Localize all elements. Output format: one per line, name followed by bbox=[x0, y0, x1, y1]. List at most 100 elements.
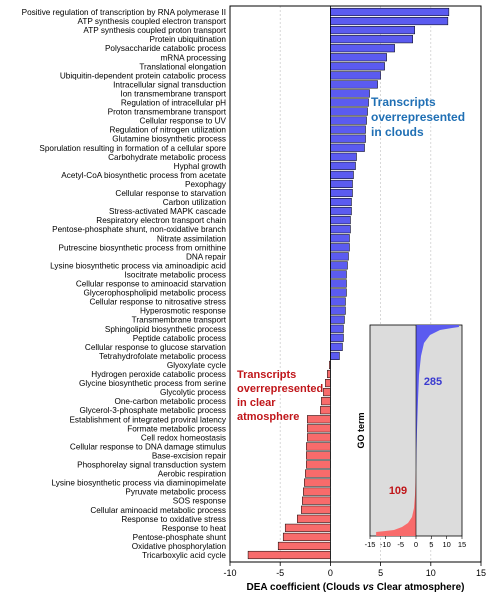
x-axis: -10 -5 0 5 10 15 DEA coefficient (Clouds vs Cl… bbox=[223, 5, 486, 593]
category-label-10: Regulation of intracellular pH bbox=[121, 99, 226, 108]
bar-51 bbox=[305, 469, 331, 478]
inset-tick-label-0: -15 bbox=[365, 540, 376, 549]
x-axis-title-part-0: DEA coefficient (Clouds bbox=[246, 582, 362, 593]
category-label-57: Response to heat bbox=[162, 524, 227, 533]
category-label-44: Glycerol-3-phosphate metabolic process bbox=[79, 406, 226, 415]
category-label-15: Sporulation resulting in formation of a … bbox=[39, 144, 226, 153]
bar-4 bbox=[330, 44, 395, 53]
annotation-clear-line-1: overrepresented bbox=[237, 383, 323, 395]
category-label-27: DNA repair bbox=[186, 252, 226, 261]
bar-3 bbox=[330, 35, 413, 44]
bar-25 bbox=[330, 234, 350, 243]
bar-36 bbox=[330, 333, 344, 342]
category-label-17: Hyphal growth bbox=[174, 162, 227, 171]
category-label-46: Formate metabolic process bbox=[127, 424, 226, 433]
bar-1 bbox=[330, 17, 449, 26]
category-label-2: ATP synthesis coupled proton transport bbox=[83, 26, 226, 35]
bar-57 bbox=[284, 523, 331, 532]
category-label-13: Regulation of nitrogen utilization bbox=[109, 126, 226, 135]
bar-40 bbox=[327, 369, 331, 379]
bar-16 bbox=[330, 152, 357, 161]
plot-frame bbox=[229, 5, 482, 563]
category-label-23: Respiratory electron transport chain bbox=[96, 216, 226, 225]
category-label-5: mRNA processing bbox=[160, 53, 226, 62]
inset-negative-count: 109 bbox=[389, 485, 407, 497]
category-label-21: Carbon utilization bbox=[163, 198, 227, 207]
bar-30 bbox=[330, 279, 347, 288]
bar-6 bbox=[330, 62, 385, 71]
bar-42 bbox=[323, 388, 331, 397]
bar-52 bbox=[304, 478, 331, 487]
category-label-19: Pexophagy bbox=[185, 180, 227, 189]
category-label-55: Cellular aminoacid metabolic process bbox=[90, 506, 226, 515]
bar-19 bbox=[330, 179, 353, 188]
category-label-47: Cell redox homeostasis bbox=[141, 433, 226, 442]
bar-60 bbox=[247, 550, 331, 560]
category-label-38: Tetrahydrofolate metabolic process bbox=[99, 352, 226, 361]
bar-12 bbox=[330, 116, 367, 125]
bar-2 bbox=[330, 26, 415, 35]
bar-7 bbox=[330, 71, 381, 80]
category-label-48: Cellular response to DNA damage stimulus bbox=[70, 442, 226, 451]
category-label-22: Stress-activated MAPK cascade bbox=[109, 207, 226, 216]
annotation-clouds-line-2: in clouds bbox=[371, 125, 424, 139]
bar-46 bbox=[307, 424, 331, 433]
category-label-50: Phosphorelay signal transduction system bbox=[77, 461, 226, 470]
category-label-60: Tricarboxylic acid cycle bbox=[142, 551, 226, 560]
category-label-59: Oxidative phosphorylation bbox=[132, 542, 227, 551]
bar-18 bbox=[330, 170, 354, 179]
category-label-36: Peptide catabolic process bbox=[133, 334, 226, 343]
category-label-25: Nitrate assimilation bbox=[157, 234, 227, 243]
bar-43 bbox=[321, 397, 331, 406]
category-label-39: Glyoxylate cycle bbox=[167, 361, 227, 370]
category-label-9: Ion transmembrane transport bbox=[120, 89, 226, 98]
x-tick-label-5: 15 bbox=[476, 568, 486, 578]
x-tick-label-4: 10 bbox=[426, 568, 436, 578]
bar-13 bbox=[330, 125, 366, 134]
x-axis-title: DEA coefficient (Clouds vs Clear atmosph… bbox=[246, 582, 464, 593]
bar-11 bbox=[330, 107, 368, 116]
category-label-28: Lysine biosynthetic process via aminoadi… bbox=[50, 261, 226, 270]
category-label-4: Polysaccharide catabolic process bbox=[105, 44, 226, 53]
category-label-32: Cellular response to nitrosative stress bbox=[89, 298, 226, 307]
x-tick-label-0: -10 bbox=[223, 568, 236, 578]
x-axis-title-part-2: Clear atmosphere) bbox=[374, 582, 465, 593]
bar-17 bbox=[330, 161, 356, 170]
category-label-53: Pyruvate metabolic process bbox=[125, 488, 226, 497]
bar-28 bbox=[330, 261, 348, 270]
category-label-14: Glutamine biosynthetic process bbox=[112, 135, 226, 144]
category-label-49: Base-excision repair bbox=[152, 451, 226, 460]
inset-tick-label-5: 10 bbox=[442, 540, 450, 549]
category-label-40: Hydrogen peroxide catabolic process bbox=[91, 370, 226, 379]
bar-56 bbox=[297, 514, 331, 523]
category-label-12: Cellular response to UV bbox=[140, 117, 227, 126]
category-label-6: Translational elongation bbox=[139, 62, 226, 71]
inset-tick-label-6: 15 bbox=[458, 540, 466, 549]
annotation-clear-line-2: in clear bbox=[237, 397, 276, 409]
bar-14 bbox=[330, 134, 366, 143]
bar-0 bbox=[330, 7, 450, 17]
bar-54 bbox=[302, 496, 331, 505]
category-label-42: Glycolytic process bbox=[160, 388, 226, 397]
inset-positive-area bbox=[416, 325, 459, 470]
bar-44 bbox=[320, 406, 331, 415]
inset-tick-label-1: -10 bbox=[380, 540, 391, 549]
inset-tick-label-2: -5 bbox=[397, 540, 404, 549]
bar-10 bbox=[330, 98, 369, 107]
category-label-18: Acetyl-CoA biosynthetic process from ace… bbox=[61, 171, 226, 180]
bar-37 bbox=[330, 342, 343, 351]
bar-24 bbox=[330, 225, 351, 234]
bar-32 bbox=[330, 297, 346, 306]
bar-29 bbox=[330, 270, 347, 279]
inset-tick-label-4: 5 bbox=[429, 540, 433, 549]
bar-8 bbox=[330, 80, 378, 89]
bar-47 bbox=[307, 433, 331, 442]
category-label-52: Lysine biosynthetic process via diaminop… bbox=[52, 479, 227, 488]
bar-23 bbox=[330, 216, 351, 225]
category-label-58: Pentose-phosphate shunt bbox=[133, 533, 227, 542]
category-label-54: SOS response bbox=[173, 497, 227, 506]
category-label-34: Transmembrane transport bbox=[132, 316, 227, 325]
category-labels: Positive regulation of transcription by … bbox=[22, 8, 227, 560]
